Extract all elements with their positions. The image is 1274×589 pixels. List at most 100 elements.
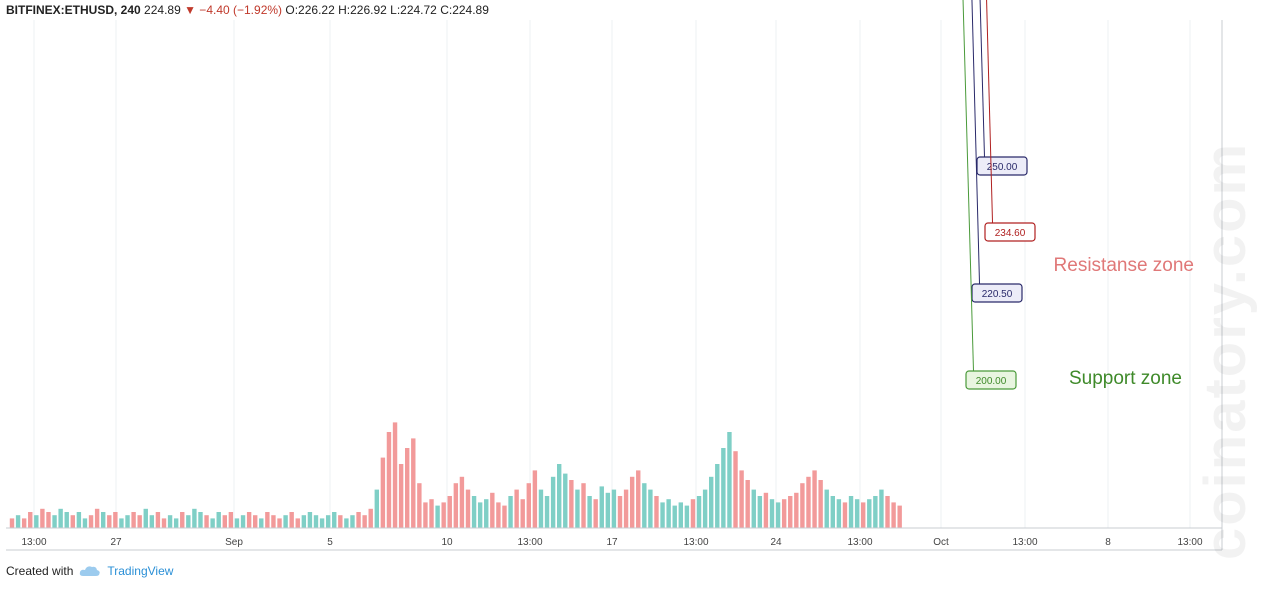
volume-bar (131, 512, 136, 528)
volume-bar (52, 515, 57, 528)
volume-bar (64, 512, 69, 528)
close-label: C: (440, 3, 453, 17)
volume-bar (721, 448, 726, 528)
volume-bar (319, 518, 325, 528)
volume-bar (508, 496, 513, 528)
volume-bar (338, 515, 343, 528)
volume-bar (794, 492, 799, 528)
callout-250-box (976, 156, 1028, 176)
volume-bar (192, 508, 197, 528)
volume-bar (514, 489, 519, 528)
volume-bar (587, 496, 592, 528)
volume-bar (733, 451, 738, 528)
volume-bar (788, 496, 793, 528)
volume-bar (88, 515, 94, 528)
volume-bar (15, 515, 21, 528)
volume-bar (40, 508, 45, 528)
callout-234-60-text: 234.60 (995, 228, 1026, 239)
close-value: 224.89 (452, 3, 489, 17)
volume-bar (678, 502, 683, 528)
volume-bar (611, 489, 617, 528)
volume-bar (453, 483, 459, 528)
volume-bar (9, 518, 15, 528)
callout-220-50-leader (971, 0, 981, 303)
volume-bar (271, 515, 276, 528)
time-tick-label: 5 (327, 537, 333, 548)
volume-bar (629, 476, 635, 528)
callout-220-50-box (971, 283, 1023, 303)
volume-bar (125, 515, 130, 528)
callout-200-box (965, 370, 1017, 390)
price-change: ▼ −4.40 (−1.92%) (184, 3, 283, 17)
volume-bar (642, 483, 647, 528)
volume-bar (544, 496, 550, 528)
volume-bar (374, 489, 379, 528)
volume-bar (806, 476, 811, 528)
volume-bar (283, 515, 288, 528)
volume-bar (228, 512, 234, 528)
time-tick-label: 17 (606, 537, 618, 548)
volume-bar (848, 496, 854, 528)
volume-bar (113, 512, 118, 528)
volume-bar (82, 518, 88, 528)
time-tick-label: 24 (770, 537, 782, 548)
volume-bar (167, 515, 173, 528)
volume-bar (210, 518, 215, 528)
volume-bar (550, 476, 556, 528)
volume-bar (599, 486, 604, 528)
volume-bar (660, 502, 665, 528)
volume-bar (575, 489, 580, 528)
volume-bar (277, 518, 282, 528)
volume-bar (757, 496, 763, 528)
symbol-label: BITFINEX:ETHUSD, 240 (6, 3, 141, 17)
volume-bar (465, 489, 471, 528)
volume-bar (818, 480, 823, 528)
drawings-layer: 250.00 234.60 220.50 200.00 (962, 0, 1036, 390)
tradingview-link[interactable]: TradingView (107, 564, 174, 578)
volume-bar (702, 489, 708, 528)
high-value: 226.92 (350, 3, 387, 17)
volume-bar (392, 422, 398, 528)
last-price: 224.89 (144, 3, 181, 17)
volume-bar (812, 470, 817, 528)
volume-bar (411, 438, 416, 528)
volume-bar (569, 480, 574, 528)
volume-bar (496, 502, 501, 528)
volume-bar (246, 512, 252, 528)
volume-bar (854, 499, 860, 528)
callout-200-leader (962, 0, 975, 390)
created-with-text: Created with (6, 564, 74, 578)
open-value: 226.22 (298, 3, 335, 17)
volume-bar (867, 499, 872, 528)
volume-bar (380, 457, 386, 528)
volume-bar (21, 518, 27, 528)
time-tick-label: 13:00 (1012, 537, 1037, 548)
volume-bar (186, 515, 191, 528)
volume-bar (46, 512, 51, 528)
resistance-zone-label: Resistanse zone (1054, 255, 1194, 276)
volume-bar (259, 518, 264, 528)
volume-bar (368, 508, 373, 528)
volume-bar (526, 483, 531, 528)
volume-bar (289, 512, 294, 528)
volume-bar (563, 473, 568, 528)
volume-bar (137, 515, 142, 528)
volume-bar (769, 499, 775, 528)
volume-bar (344, 518, 349, 528)
volume-bar (532, 470, 538, 528)
chart-header: BITFINEX:ETHUSD, 240 224.89 ▼ −4.40 (−1.… (6, 3, 489, 17)
callout-250-leader (979, 0, 986, 176)
time-tick-label: 13:00 (683, 537, 708, 548)
volume-bar (58, 508, 63, 528)
low-label: L: (390, 3, 401, 17)
callout-220-50-text: 220.50 (982, 289, 1013, 300)
volume-bar (836, 499, 842, 528)
low-value: 224.72 (400, 3, 437, 17)
volume-bar (605, 492, 611, 528)
volume-bar (696, 496, 702, 528)
volume-bar (502, 505, 507, 528)
volume-bar (180, 512, 185, 528)
volume-bar (781, 499, 787, 528)
callout-250-text: 250.00 (987, 162, 1018, 173)
